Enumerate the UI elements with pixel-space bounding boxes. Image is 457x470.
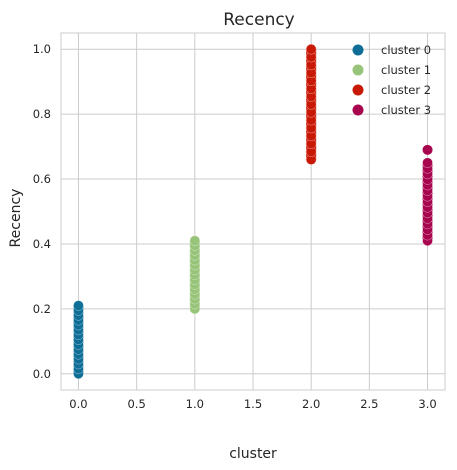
x-tick-label: 1.5 (244, 397, 262, 411)
legend-marker (352, 84, 364, 96)
x-tick-label: 2.5 (360, 397, 378, 411)
data-point (422, 157, 433, 168)
y-tick-label: 1.0 (33, 42, 51, 56)
legend-entry: cluster 2 (381, 83, 431, 97)
x-tick-label: 1.0 (186, 397, 204, 411)
data-point (73, 300, 84, 311)
legend-marker (352, 44, 364, 56)
y-tick-label: 0.8 (33, 107, 51, 121)
grid (61, 33, 445, 390)
y-tick-label: 0.2 (33, 302, 51, 316)
x-axis-ticks: 0.0 0.5 1.0 1.5 2.0 2.5 3.0 (69, 397, 436, 411)
y-axis-ticks: 0.0 0.2 0.4 0.6 0.8 1.0 (33, 42, 51, 381)
series-cluster-2 (306, 44, 317, 165)
x-tick-label: 3.0 (418, 397, 436, 411)
y-tick-label: 0.6 (33, 172, 51, 186)
y-axis-label: Recency (8, 189, 24, 248)
y-tick-label: 0.0 (33, 367, 51, 381)
plot-frame (60, 32, 446, 391)
legend-entry: cluster 1 (381, 63, 431, 77)
chart-title: Recency (223, 10, 295, 30)
x-tick-label: 0.5 (127, 397, 145, 411)
data-marks (73, 44, 433, 379)
series-cluster-3 (422, 144, 433, 246)
y-tick-label: 0.4 (33, 237, 51, 251)
data-point (422, 144, 433, 155)
series-cluster-0 (73, 300, 84, 379)
series-cluster-1 (189, 235, 200, 315)
x-tick-label: 0.0 (69, 397, 87, 411)
x-tick-label: 2.0 (302, 397, 320, 411)
legend-entry: cluster 0 (381, 43, 431, 57)
legend-marker (352, 64, 364, 76)
x-axis-label: cluster (229, 446, 277, 462)
legend-entry: cluster 3 (381, 103, 431, 117)
legend: cluster 0 cluster 1 cluster 2 cluster 3 (352, 43, 431, 117)
legend-marker (352, 104, 364, 116)
data-point (189, 235, 200, 246)
data-point (306, 44, 317, 55)
